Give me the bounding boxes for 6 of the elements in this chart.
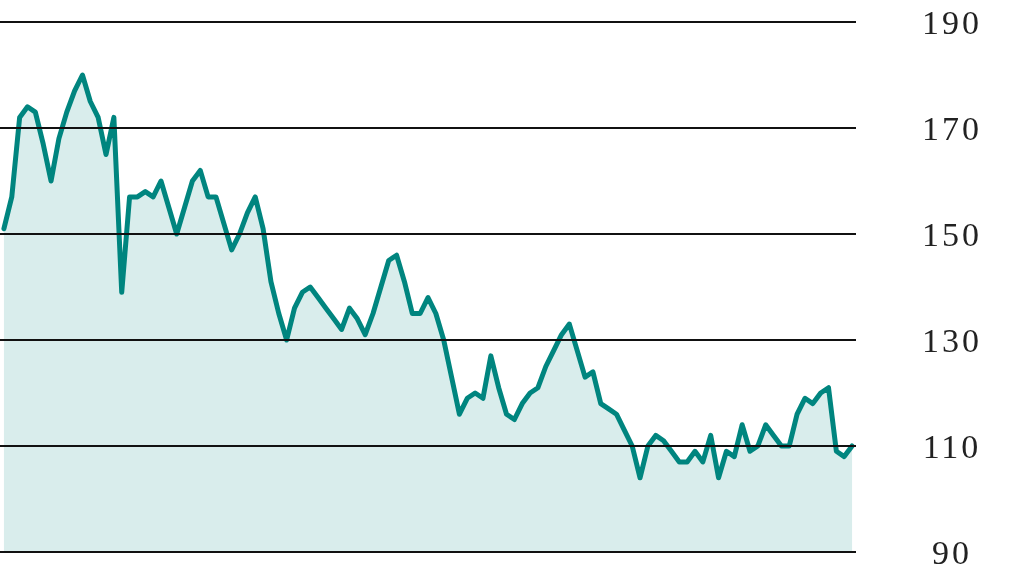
y-tick-label: 150 [922,215,982,253]
y-tick-label: 90 [932,533,972,571]
y-tick-label: 110 [922,427,982,465]
y-tick-label: 130 [922,321,982,359]
y-tick-label: 170 [922,109,982,147]
y-tick-label: 190 [922,3,982,41]
